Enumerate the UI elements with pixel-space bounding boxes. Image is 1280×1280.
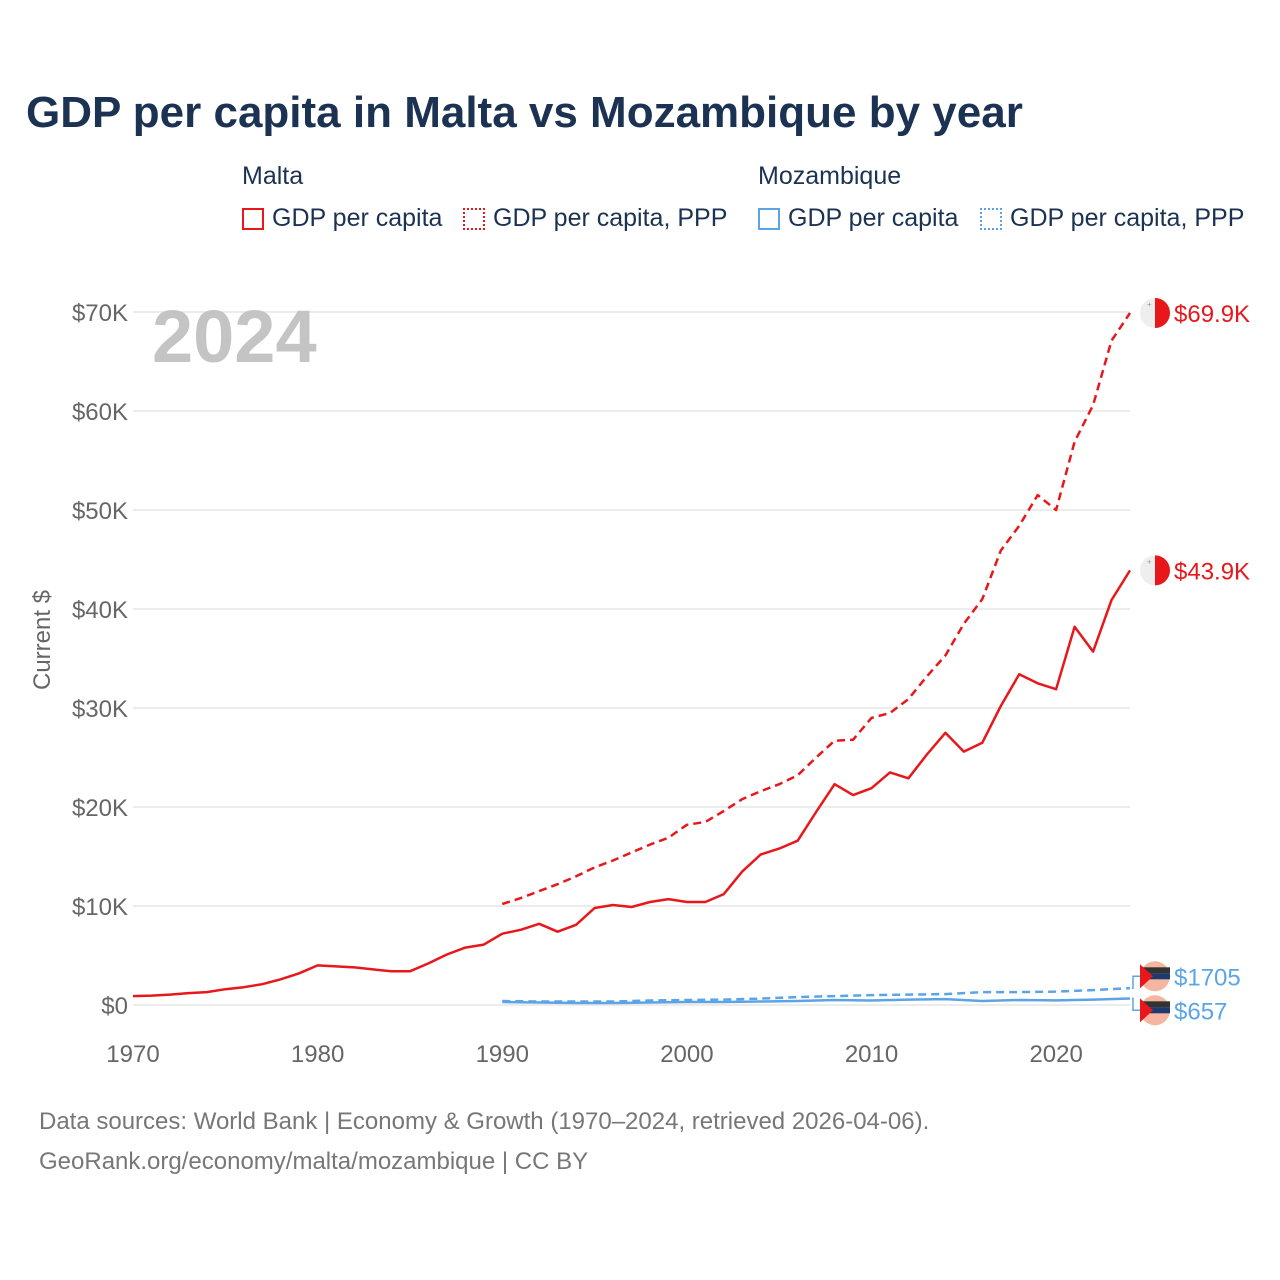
year-watermark: 2024 xyxy=(152,295,317,378)
series-line-mozambique-gdp-per-capita-ppp xyxy=(502,986,1131,1003)
x-tick-label: 2020 xyxy=(1029,1041,1082,1068)
chart-title: GDP per capita in Malta vs Mozambique by… xyxy=(26,88,1023,137)
legend-label: GDP per capita xyxy=(272,204,443,232)
end-value-label: $43.9K xyxy=(1174,558,1250,585)
grid-layer xyxy=(133,311,1130,1006)
x-tick-label: 1990 xyxy=(476,1041,529,1068)
x-tick-label: 2000 xyxy=(660,1041,713,1068)
legend-swatch-solid-icon xyxy=(758,207,780,230)
legend-label: GDP per capita, PPP xyxy=(493,204,728,232)
legend-swatch-dotted-icon xyxy=(463,207,485,230)
legend-label: GDP per capita, PPP xyxy=(1010,204,1245,232)
y-tick-label: $50K xyxy=(72,498,128,525)
x-tick-label: 1980 xyxy=(291,1041,344,1068)
malta-cross-icon: + xyxy=(1147,300,1152,309)
axis-layer: $0 $10K $20K $30K $40K $50K $60K $70K 1970 1980 19… xyxy=(29,300,1083,1068)
legend-item-mozambique-gdp[interactable]: GDP per capita xyxy=(758,204,958,233)
end-labels-layer: + $69.9K + $43.9K $1705 $657 xyxy=(1132,297,1250,1026)
leader-line xyxy=(1132,975,1140,989)
end-value-label: $1705 xyxy=(1174,964,1241,991)
end-marker-mozambique: $657 xyxy=(1132,995,1227,1026)
leader-line xyxy=(1132,997,1140,1012)
footer-source: Data sources: World Bank | Economy & Gro… xyxy=(39,1108,930,1135)
series-line-malta-gdp-per-capita xyxy=(132,569,1132,998)
malta-cross-icon: + xyxy=(1147,557,1152,566)
malta-flag-red-half xyxy=(1155,555,1171,586)
y-tick-label: $20K xyxy=(72,795,128,822)
malta-flag-red-half xyxy=(1155,297,1171,328)
y-tick-label: $60K xyxy=(72,399,128,426)
mozambique-flag-stripe xyxy=(1140,967,1170,974)
legend-item-malta-gdp[interactable]: GDP per capita xyxy=(242,204,442,233)
legend-group-malta: Malta xyxy=(242,162,304,190)
end-value-label: $69.9K xyxy=(1174,301,1250,328)
y-tick-label: $70K xyxy=(72,300,128,327)
y-tick-label: $10K xyxy=(72,894,128,921)
legend-item-mozambique-gdp-ppp[interactable]: GDP per capita, PPP xyxy=(980,204,1244,233)
mozambique-flag-stripe xyxy=(1140,1001,1170,1008)
footer-link[interactable]: GeoRank.org/economy/malta/mozambique | C… xyxy=(39,1148,589,1175)
series-layer xyxy=(132,312,1132,1005)
end-value-label: $657 xyxy=(1174,998,1227,1025)
x-tick-label: 2010 xyxy=(845,1041,898,1068)
x-tick-label: 1970 xyxy=(106,1041,159,1068)
y-tick-label: $40K xyxy=(72,597,128,624)
y-axis-title: Current $ xyxy=(29,590,56,690)
mozambique-flag-stripe xyxy=(1140,1007,1170,1014)
mozambique-flag-triangle xyxy=(1140,964,1153,989)
legend-swatch-solid-icon xyxy=(242,207,264,230)
mozambique-flag-stripe xyxy=(1140,973,1170,980)
end-marker-malta: + $43.9K xyxy=(1140,555,1250,586)
end-marker-mozambique: $1705 xyxy=(1132,961,1241,992)
legend-item-malta-gdp-ppp[interactable]: GDP per capita, PPP xyxy=(463,204,727,233)
legend-group-mozambique: Mozambique xyxy=(758,162,902,190)
legend-label: GDP per capita xyxy=(788,204,959,232)
end-marker-malta: + $69.9K xyxy=(1140,297,1250,328)
y-tick-label: $0 xyxy=(101,993,128,1020)
series-line-malta-gdp-per-capita-ppp xyxy=(501,312,1132,906)
series-line-mozambique-gdp-per-capita xyxy=(502,997,1131,1005)
mozambique-flag-triangle xyxy=(1140,998,1153,1023)
y-tick-label: $30K xyxy=(72,696,128,723)
legend-swatch-dotted-icon xyxy=(980,207,1002,230)
